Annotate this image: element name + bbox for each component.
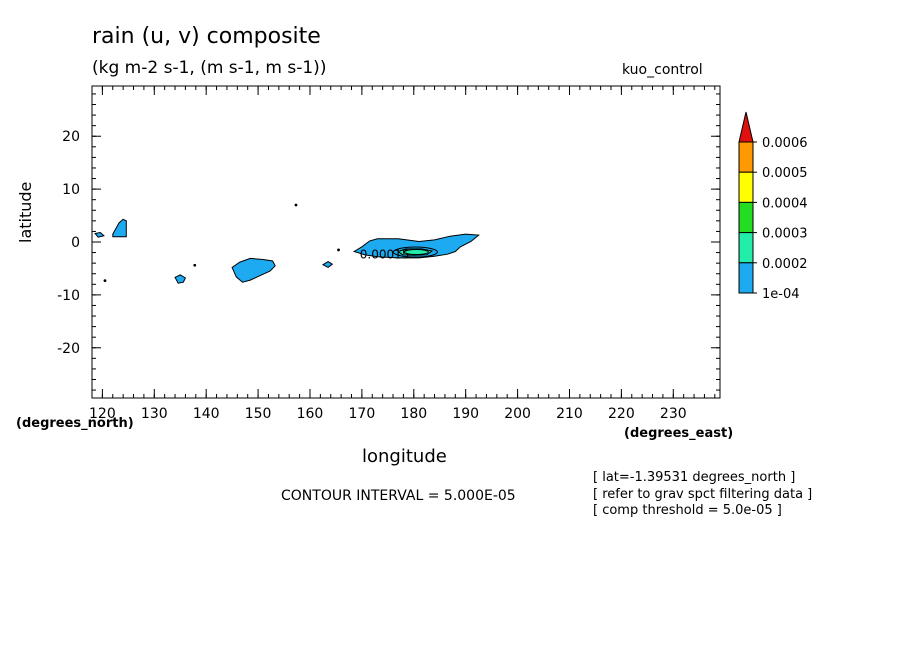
x-tick-label: 210: [556, 406, 583, 422]
x-axis-label: longitude: [362, 446, 447, 467]
contour-region-1: [94, 231, 105, 238]
data-dot-1: [337, 248, 340, 252]
y-axis-units: (degrees_north): [16, 416, 134, 431]
x-tick-label: 160: [297, 406, 324, 422]
chart-title: rain (u, v) composite: [92, 24, 321, 49]
x-tick-label: 190: [452, 406, 479, 422]
y-tick-label: 10: [62, 182, 80, 198]
y-tick-label: 0: [71, 235, 80, 251]
contour-region-2: [174, 274, 187, 284]
y-tick-label: -20: [57, 341, 80, 357]
x-tick-label: 130: [141, 406, 168, 422]
contour-region-0: [112, 218, 127, 238]
x-tick-label: 140: [193, 406, 220, 422]
y-tick-label: -10: [57, 288, 80, 304]
colorbar-label: 0.0003: [762, 227, 808, 242]
note-lat: [ lat=-1.39531 degrees_north ]: [593, 470, 796, 485]
colorbar-swatch-5: [738, 262, 754, 294]
contour-label: 0.00015: [360, 247, 410, 261]
colorbar-label: 0.0005: [762, 166, 808, 181]
note-threshold: [ comp threshold = 5.0e-05 ]: [593, 503, 782, 518]
y-tick-label: 20: [62, 129, 80, 145]
contour-interval: CONTOUR INTERVAL = 5.000E-05: [281, 488, 516, 504]
colorbar-swatch-3: [738, 201, 754, 234]
data-dot-3: [103, 279, 107, 283]
colorbar-swatch-1: [738, 141, 754, 173]
contour-region-4: [321, 261, 334, 268]
note-filter: [ refer to grav spct filtering data ]: [593, 487, 813, 502]
colorbar-swatch-2: [738, 171, 754, 203]
x-tick-label: 180: [400, 406, 427, 422]
x-axis-units: (degrees_east): [624, 426, 734, 441]
chart-units: (kg m-2 s-1, (m s-1, m s-1)): [92, 58, 327, 78]
colorbar-swatch-4: [738, 232, 754, 264]
data-dot-2: [193, 263, 197, 267]
colorbar-arrow: [738, 111, 754, 143]
x-tick-label: 170: [349, 406, 376, 422]
x-tick-label: 220: [608, 406, 635, 422]
contour-line-inner: [392, 246, 438, 258]
colorbar-label: 0.0004: [762, 196, 808, 211]
x-tick-label: 230: [660, 406, 687, 422]
contour-region-3: [231, 257, 276, 283]
colorbar-label: 1e-04: [762, 287, 800, 302]
y-axis-label: latitude: [16, 181, 35, 243]
x-tick-label: 150: [245, 406, 272, 422]
contour-line-core: [403, 249, 429, 256]
x-tick-label: 200: [504, 406, 531, 422]
x-tick-label: 120: [89, 406, 116, 422]
contour-region-5: [352, 233, 480, 259]
data-dot-0: [294, 203, 298, 207]
colorbar-label: 0.0006: [762, 136, 808, 151]
case-label: kuo_control: [622, 62, 703, 78]
colorbar-label: 0.0002: [762, 257, 808, 272]
